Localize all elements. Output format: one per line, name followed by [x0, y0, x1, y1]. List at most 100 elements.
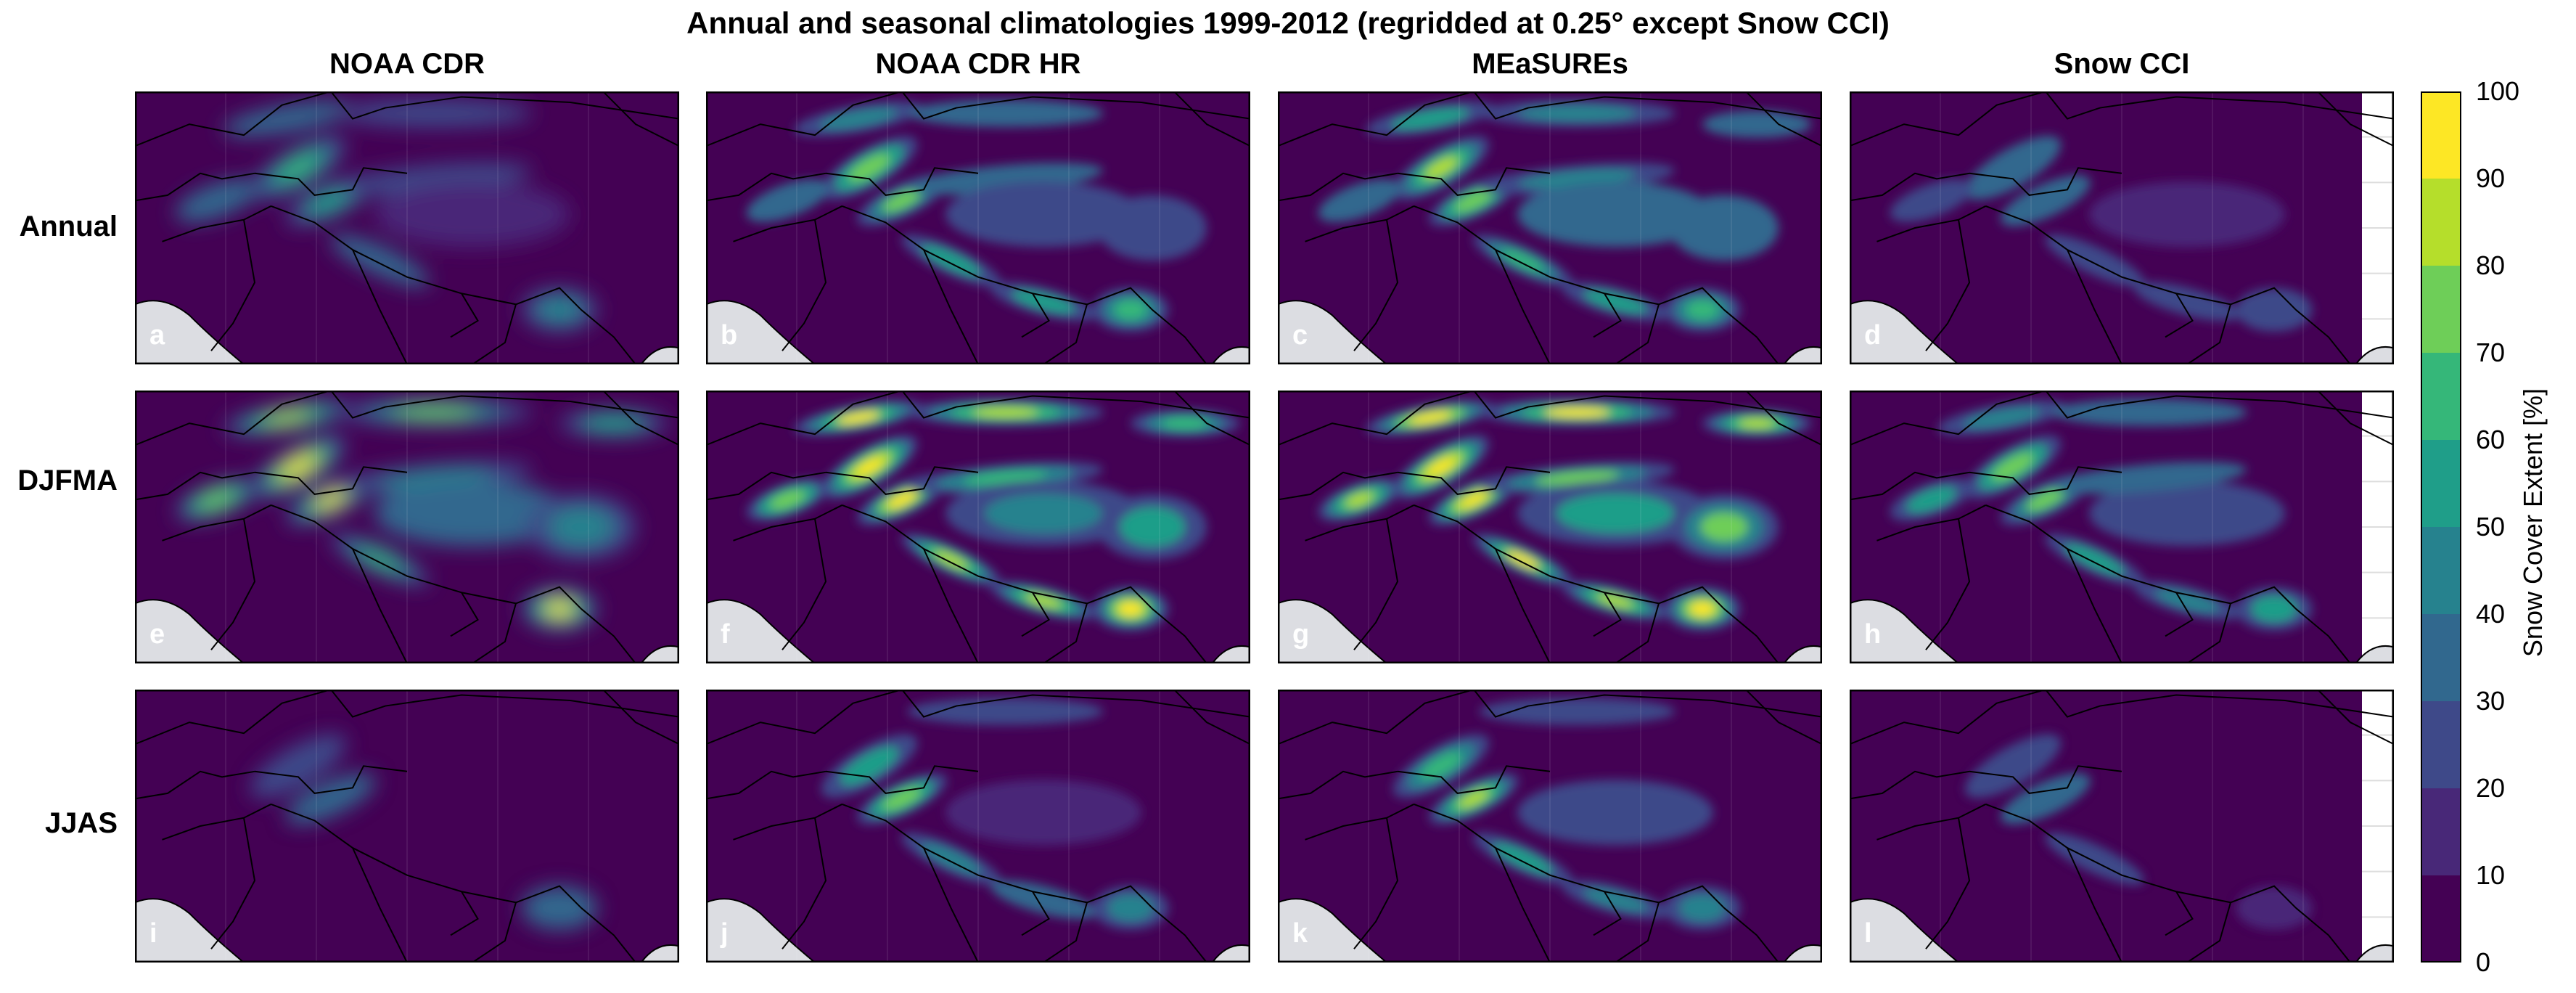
- country-border: [706, 391, 903, 446]
- map-svg: [1850, 391, 2394, 663]
- country-border: [271, 205, 582, 311]
- column-title-measures: MEaSUREs: [1472, 48, 1628, 80]
- country-border: [472, 603, 517, 663]
- country-border: [2045, 91, 2394, 120]
- snow-cell: [746, 179, 829, 222]
- snow-cell: [2045, 833, 2144, 886]
- colorbar-tick-label: 40: [2476, 599, 2506, 629]
- map-panel-a: a: [135, 91, 679, 364]
- map-panel-f: f: [706, 391, 1250, 663]
- snow-cell: [1535, 470, 1620, 485]
- panel-frame: [1850, 91, 2394, 364]
- map-panel-b: b: [706, 91, 1250, 364]
- country-border: [1397, 167, 1551, 196]
- country-border: [2165, 592, 2194, 637]
- country-border: [782, 518, 827, 650]
- ocean-arabian-sea: [706, 599, 816, 663]
- snow-cell: [963, 470, 1048, 485]
- snow-cell: [250, 734, 347, 798]
- country-border: [1152, 907, 1207, 963]
- snow-field: [1890, 399, 2313, 631]
- map-svg: [1850, 91, 2394, 364]
- country-border: [1173, 690, 1250, 745]
- country-border: [602, 391, 679, 446]
- snow-cell: [1345, 492, 1374, 507]
- country-border: [1353, 518, 1399, 650]
- snow-cell: [1963, 407, 2041, 429]
- country-border: [1173, 91, 1250, 147]
- column-title-snow-cci: Snow CCI: [2054, 48, 2190, 80]
- snow-cell: [1689, 601, 1715, 616]
- country-border: [1593, 592, 1622, 637]
- country-border: [1414, 504, 1725, 610]
- country-border: [472, 304, 517, 364]
- ocean-arabian-sea: [1278, 898, 1388, 963]
- snow-cell: [374, 481, 570, 547]
- map-panel-k: k: [1278, 690, 1822, 963]
- country-border: [825, 466, 979, 495]
- snow-cell: [1556, 494, 1674, 534]
- country-border: [450, 293, 479, 338]
- snow-cell: [1454, 189, 1493, 212]
- snow-cell: [985, 494, 1102, 534]
- country-border: [1021, 592, 1050, 637]
- country-border: [1593, 293, 1622, 338]
- country-border: [135, 770, 255, 800]
- country-border: [450, 891, 479, 936]
- country-border: [135, 690, 332, 745]
- snow-cell: [266, 412, 309, 424]
- ocean-arabian-sea: [1278, 599, 1388, 663]
- snow-cell: [770, 490, 805, 510]
- country-border: [1593, 891, 1622, 936]
- colorbar-tick-label: 30: [2476, 686, 2506, 716]
- snow-cell: [1583, 290, 1647, 314]
- country-border: [1305, 504, 1414, 542]
- panel-frame: [1278, 391, 1822, 663]
- country-border: [330, 91, 679, 120]
- figure-title: Annual and seasonal climatologies 1999-2…: [686, 6, 1890, 40]
- snow-field: [1318, 99, 1811, 332]
- snow-cell: [1318, 179, 1401, 222]
- snow-cell: [1518, 105, 1636, 122]
- snow-cell: [1506, 551, 1540, 569]
- snow-cell: [316, 491, 346, 509]
- snow-cell: [1518, 169, 1636, 189]
- colorbar-segment: [2421, 614, 2461, 701]
- country-border: [472, 902, 517, 963]
- snow-cell: [175, 179, 258, 222]
- country-border: [782, 219, 827, 351]
- country-border: [1021, 293, 1050, 338]
- country-border: [2186, 304, 2231, 364]
- country-border: [1745, 690, 1822, 745]
- country-border: [1353, 219, 1399, 351]
- country-border: [2165, 891, 2194, 936]
- country-border: [1876, 504, 1986, 542]
- country-border: [1473, 690, 1822, 718]
- country-border: [1985, 803, 2297, 909]
- row-title-jjas: JJAS: [44, 807, 118, 839]
- snow-cell: [2236, 886, 2313, 930]
- country-border: [1495, 548, 1551, 663]
- snow-cell: [2251, 595, 2297, 622]
- snow-cell: [1012, 290, 1075, 314]
- colorbar-segment: [2421, 353, 2461, 440]
- panel-frame: [1850, 690, 2394, 963]
- ocean-arabian-sea: [1278, 300, 1388, 364]
- country-border: [1925, 817, 1971, 949]
- snow-field: [1890, 136, 2313, 332]
- snow-cell: [1161, 417, 1209, 430]
- colorbar-segment: [2421, 266, 2461, 353]
- snow-cell: [1597, 594, 1633, 608]
- snow-cell: [1391, 108, 1469, 130]
- country-border: [210, 219, 256, 351]
- country-border: [581, 608, 636, 663]
- country-border: [1473, 391, 1822, 419]
- map-svg: [1278, 391, 1822, 663]
- ocean-arabian-sea: [135, 300, 245, 364]
- snow-cell: [1679, 894, 1726, 921]
- snow-cell: [2089, 481, 2285, 547]
- country-border: [782, 817, 827, 949]
- country-border: [1278, 172, 1398, 202]
- snow-cell: [907, 99, 1104, 127]
- colorbar-segment: [2421, 91, 2461, 179]
